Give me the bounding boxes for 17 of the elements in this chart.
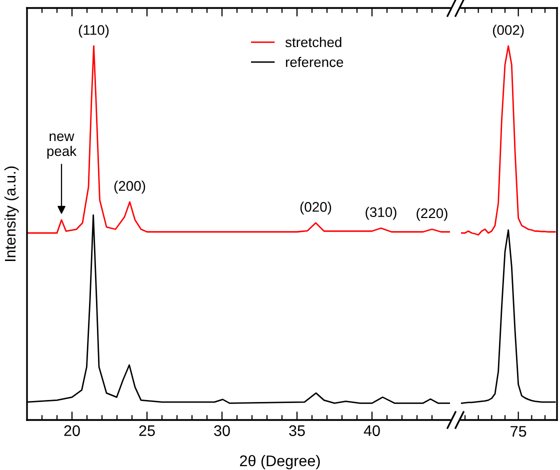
x-tick-label: 25 xyxy=(139,425,155,436)
legend-label: reference xyxy=(286,56,344,68)
y-axis-title: Intensity (a.u.) xyxy=(4,166,19,261)
x-axis-title: 2θ (Degree) xyxy=(240,455,320,470)
x-tick-label: 30 xyxy=(214,425,230,436)
x-tick-label: 20 xyxy=(64,425,80,436)
annotation: (110) xyxy=(78,24,109,38)
legend-label: stretched xyxy=(285,36,342,48)
x-tick-label: 35 xyxy=(289,425,305,436)
annotation: (200) xyxy=(114,180,146,194)
x-tick-label: 40 xyxy=(364,425,380,436)
annotation: (220) xyxy=(416,208,448,221)
annotation: new peak xyxy=(47,133,77,159)
annotation: (310) xyxy=(366,206,396,220)
annotation: (020) xyxy=(300,202,332,215)
text: (002) xyxy=(492,24,524,38)
text: 75 xyxy=(510,426,526,437)
